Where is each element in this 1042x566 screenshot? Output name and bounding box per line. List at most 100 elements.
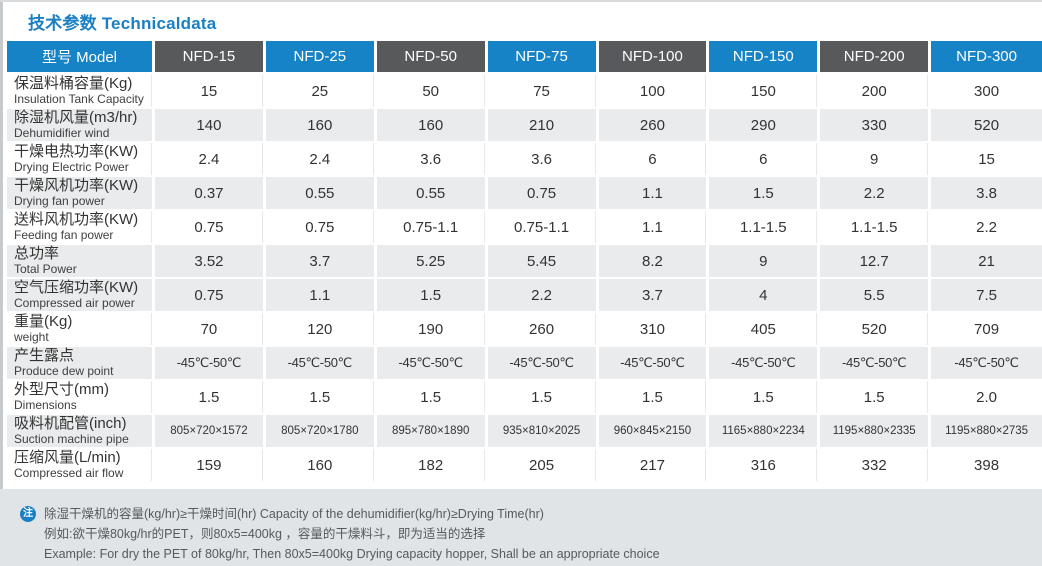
row-label: 产生露点 Produce dew point [7, 347, 155, 381]
cell-value: 100 [598, 75, 710, 109]
cell-value: 1.5 [709, 177, 821, 211]
cell-value: 0.75-1.1 [376, 211, 488, 245]
cell-value: 9 [820, 143, 932, 177]
page-title: 技术参数 Technicaldata [28, 14, 217, 33]
cell-value: -45℃-50℃ [376, 347, 488, 381]
table-header-row: 型号 Model NFD-15 NFD-25 NFD-50 NFD-75 NFD-100… [7, 41, 1042, 75]
row-label: 除湿机风量(m3/hr) Dehumidifier wind [7, 109, 155, 143]
note-icon: 注 [20, 506, 36, 522]
row-label-english: Dimensions [14, 397, 77, 412]
cell-value: 290 [709, 109, 821, 143]
column-header-nfd-200: NFD-200 [820, 41, 932, 75]
cell-value: 332 [820, 449, 932, 483]
row-label-english: Drying fan power [14, 193, 105, 208]
cell-value: 1.1-1.5 [820, 211, 932, 245]
cell-value: -45℃-50℃ [598, 347, 710, 381]
cell-value: -45℃-50℃ [931, 347, 1042, 381]
cell-value: 182 [376, 449, 488, 483]
column-header-nfd-300: NFD-300 [931, 41, 1042, 75]
cell-value: 398 [931, 449, 1042, 483]
row-label: 干燥电热功率(KW) Drying Electric Power [7, 143, 155, 177]
cell-value: 0.75 [265, 211, 377, 245]
cell-value: 7.5 [931, 279, 1042, 313]
left-edge-bar [0, 2, 3, 566]
row-label-chinese: 干燥电热功率(KW) [14, 143, 139, 160]
footnote-line-2: 例如:欲干燥80kg/hr的PET，则80x5=400kg ，容量的干燥料斗，即… [44, 527, 486, 541]
cell-value: 210 [487, 109, 599, 143]
cell-value: 300 [931, 75, 1042, 109]
cell-value: 1.1 [265, 279, 377, 313]
cell-value: 805×720×1572 [155, 415, 266, 449]
cell-value: -45℃-50℃ [820, 347, 932, 381]
cell-value: 159 [155, 449, 266, 483]
cell-value: 1.1 [598, 211, 710, 245]
cell-value: 217 [598, 449, 710, 483]
table-row: 除湿机风量(m3/hr) Dehumidifier wind 140 160 160 21… [7, 109, 1042, 143]
cell-value: 3.8 [931, 177, 1042, 211]
cell-value: 0.75 [155, 211, 266, 245]
cell-value: 1.5 [487, 381, 599, 415]
row-label: 空气压缩功率(KW) Compressed air power [7, 279, 155, 313]
table-row: 产生露点 Produce dew point -45℃-50℃ -45℃-50℃ -45… [7, 347, 1042, 381]
table-body: 保温料桶容量(Kg) Insulation Tank Capacity 15 25 50… [7, 75, 1042, 483]
cell-value: 190 [376, 313, 488, 347]
cell-value: 140 [155, 109, 266, 143]
cell-value: 5.45 [487, 245, 599, 279]
row-label: 压缩风量(L/min) Compressed air flow [7, 449, 155, 483]
row-label-english: Suction machine pipe [14, 431, 129, 446]
footnote-line-3: Example: For dry the PET of 80kg/hr, The… [44, 547, 660, 561]
cell-value: 2.4 [155, 143, 266, 177]
row-label-chinese: 空气压缩功率(KW) [14, 279, 139, 296]
cell-value: 150 [709, 75, 821, 109]
cell-value: 5.25 [376, 245, 488, 279]
cell-value: 6 [598, 143, 710, 177]
cell-value: 0.75 [155, 279, 266, 313]
row-label: 送料风机功率(KW) Feeding fan power [7, 211, 155, 245]
cell-value: 2.2 [487, 279, 599, 313]
cell-value: 160 [265, 449, 377, 483]
cell-value: 0.55 [265, 177, 377, 211]
row-label-english: weight [14, 329, 49, 344]
cell-value: 1.5 [265, 381, 377, 415]
cell-value: 1.5 [376, 279, 488, 313]
row-label-chinese: 压缩风量(L/min) [14, 449, 121, 466]
cell-value: 15 [155, 75, 266, 109]
cell-value: 1.1-1.5 [709, 211, 821, 245]
cell-value: 260 [487, 313, 599, 347]
cell-value: 520 [931, 109, 1042, 143]
column-header-nfd-150: NFD-150 [709, 41, 821, 75]
cell-value: 6 [709, 143, 821, 177]
table-row: 总功率 Total Power 3.52 3.7 5.25 5.45 8.2 9 12.7 21 [7, 245, 1042, 279]
cell-value: 520 [820, 313, 932, 347]
row-label-chinese: 送料风机功率(KW) [14, 211, 139, 228]
cell-value: 316 [709, 449, 821, 483]
cell-value: 21 [931, 245, 1042, 279]
cell-value: 75 [487, 75, 599, 109]
cell-value: 805×720×1780 [265, 415, 377, 449]
cell-value: 2.4 [265, 143, 377, 177]
row-label-english: Insulation Tank Capacity [14, 91, 144, 106]
row-label-english: Compressed air power [14, 295, 135, 310]
cell-value: 935×810×2025 [487, 415, 599, 449]
row-label: 干燥风机功率(KW) Drying fan power [7, 177, 155, 211]
table-row: 外型尺寸(mm) Dimensions 1.5 1.5 1.5 1.5 1.5 1.5 1.5 2… [7, 381, 1042, 415]
row-label-english: Drying Electric Power [14, 159, 129, 174]
cell-value: 709 [931, 313, 1042, 347]
cell-value: -45℃-50℃ [155, 347, 266, 381]
cell-value: 960×845×2150 [598, 415, 710, 449]
cell-value: 2.0 [931, 381, 1042, 415]
cell-value: 2.2 [931, 211, 1042, 245]
column-header-nfd-75: NFD-75 [487, 41, 599, 75]
cell-value: 1165×880×2234 [709, 415, 821, 449]
technical-data-table: 型号 Model NFD-15 NFD-25 NFD-50 NFD-75 NFD-100… [7, 41, 1042, 483]
cell-value: 3.7 [598, 279, 710, 313]
cell-value: -45℃-50℃ [265, 347, 377, 381]
row-label: 外型尺寸(mm) Dimensions [7, 381, 155, 415]
cell-value: 0.75-1.1 [487, 211, 599, 245]
cell-value: 1.1 [598, 177, 710, 211]
cell-value: 0.75 [487, 177, 599, 211]
table-row: 吸料机配管(inch) Suction machine pipe 805×720×1… [7, 415, 1042, 449]
row-label-english: Produce dew point [14, 363, 114, 378]
column-header-nfd-100: NFD-100 [598, 41, 710, 75]
row-label-chinese: 干燥风机功率(KW) [14, 177, 139, 194]
